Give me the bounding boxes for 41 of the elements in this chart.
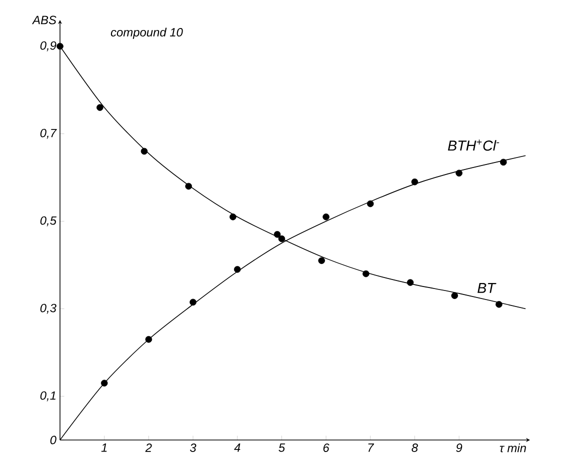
point — [100, 380, 108, 387]
point — [230, 213, 236, 220]
point — [496, 300, 502, 308]
x-tick-label: 3 — [190, 444, 196, 452]
point — [190, 298, 196, 306]
point — [366, 200, 374, 208]
point — [185, 182, 192, 190]
point — [318, 257, 325, 264]
point — [278, 235, 286, 242]
annotation: compound 10 — [110, 28, 183, 39]
y-tick-label: 0,3 — [40, 304, 56, 314]
x-tick-label: 4 — [234, 444, 240, 452]
point — [451, 292, 458, 300]
point — [274, 230, 281, 238]
point — [234, 266, 241, 273]
y-tick-label: 0,9 — [40, 41, 56, 52]
x-tick-label: 1 — [101, 444, 107, 452]
y-axis-title: ABS — [32, 16, 56, 24]
series-label: BT — [478, 283, 496, 293]
point — [406, 279, 414, 286]
point — [56, 42, 64, 50]
y-tick-label: 0 — [50, 436, 56, 444]
y-tick-label: 0,1 — [40, 391, 56, 402]
point — [411, 178, 418, 186]
point — [456, 170, 462, 177]
point — [500, 158, 507, 166]
point — [145, 336, 152, 343]
series-label: BTH$^{+}$Cl$^{-}$ — [448, 140, 500, 151]
x-tick-label: 7 — [368, 444, 374, 452]
point — [96, 104, 104, 111]
point — [140, 148, 148, 155]
y-tick-label: 0,5 — [40, 216, 57, 226]
point — [322, 213, 330, 220]
x-tick-label: 5 — [278, 444, 286, 452]
x-tick-label: 9 — [456, 444, 462, 452]
x-axis-title: τ min — [500, 444, 526, 452]
point — [362, 270, 370, 278]
x-tick-label: 8 — [412, 444, 418, 452]
x-tick-label: 2 — [145, 444, 152, 452]
x-tick-label: 6 — [323, 444, 330, 452]
y-tick-label: 0,7 — [40, 128, 57, 139]
